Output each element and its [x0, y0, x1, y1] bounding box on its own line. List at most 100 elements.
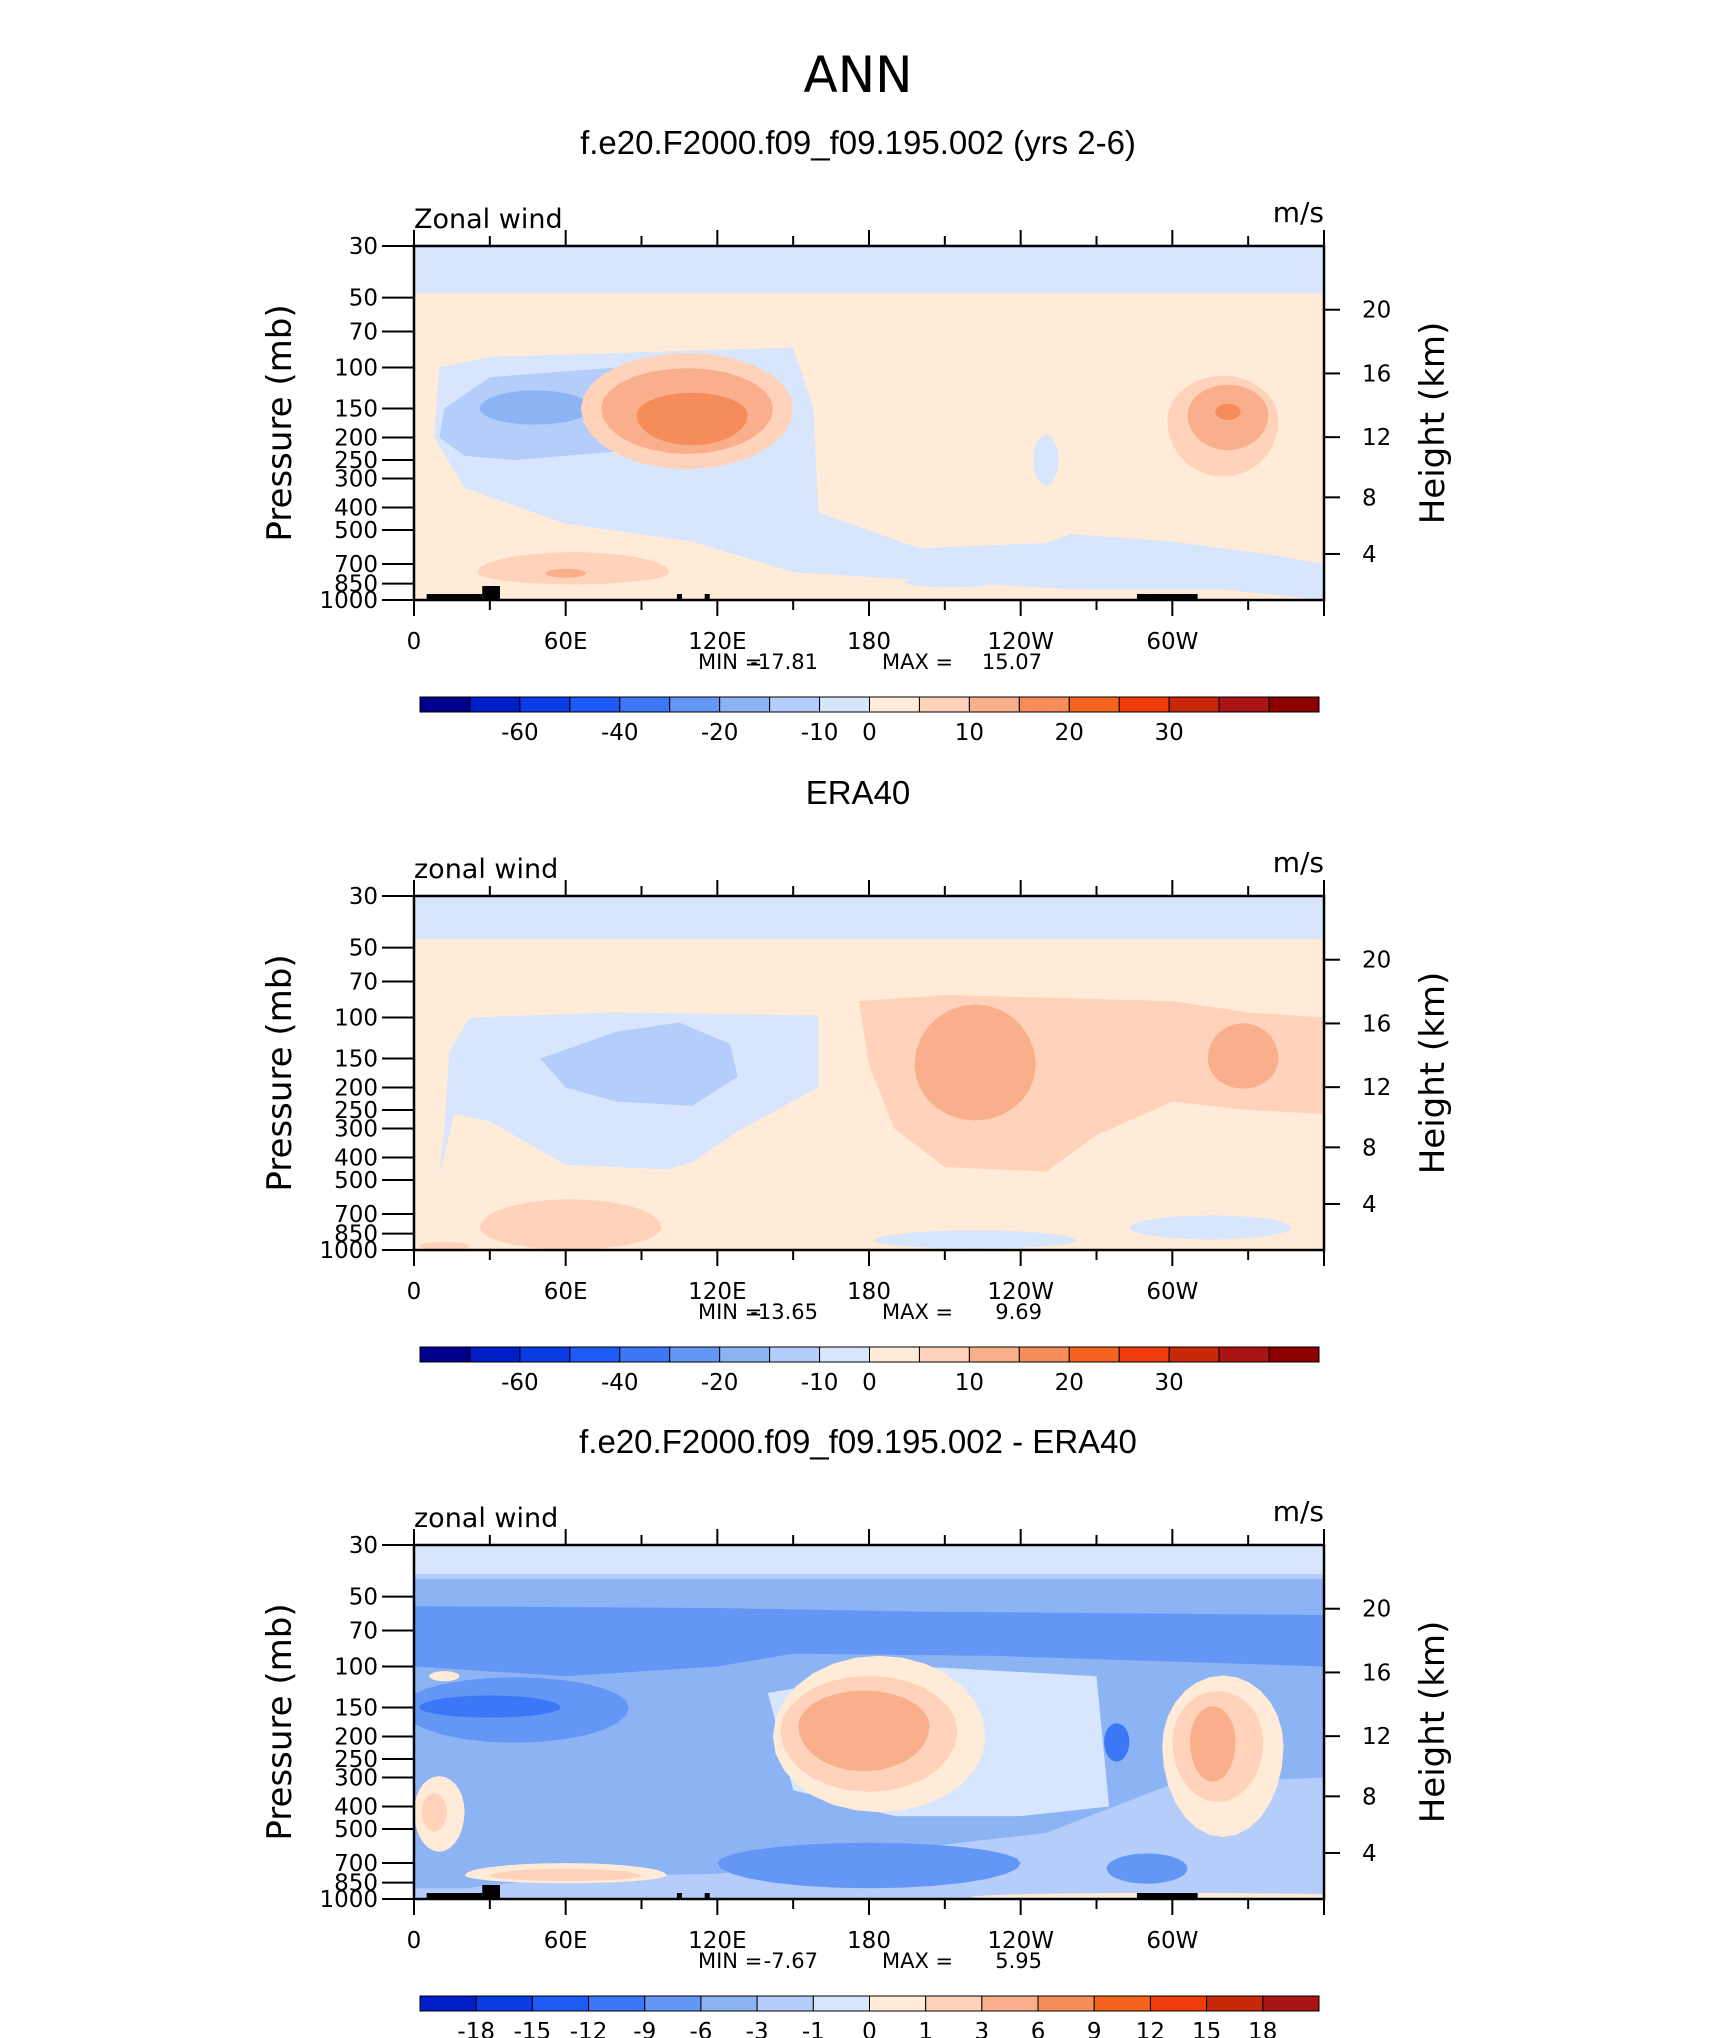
contour-region-6 — [419, 1695, 561, 1718]
colorbar-swatch — [869, 696, 920, 713]
height-tick-label: 12 — [1362, 1724, 1391, 1750]
height-axis-title: Height (km) — [1413, 972, 1453, 1175]
colorbar-label: 15 — [1192, 2019, 1221, 2038]
colorbar-label: -1 — [802, 2019, 825, 2038]
colorbar-label: -6 — [689, 2019, 712, 2038]
colorbar-label: 10 — [955, 720, 984, 746]
colorbar-label: 20 — [1055, 720, 1084, 746]
y-tick-label: 250 — [334, 1747, 378, 1773]
chart-panel-2: ERA40 zonal wind m/s 0 60E 120E 180 120W 60W 30 50… — [260, 774, 1453, 1396]
height-tick-label: 8 — [1362, 485, 1377, 511]
colorbar-label: 3 — [975, 2019, 990, 2038]
colorbar-swatch — [644, 1995, 702, 2012]
contour-region-6 — [1033, 434, 1059, 486]
contour-region-12 — [1215, 403, 1241, 420]
min-label: MIN = — [698, 650, 762, 674]
height-axis-title: Height (km) — [1413, 322, 1453, 525]
y-tick-label: 150 — [334, 1695, 378, 1721]
y-tick-label: 30 — [349, 1533, 378, 1559]
contour-region-2 — [414, 1545, 1324, 1574]
height-tick-label: 4 — [1362, 1841, 1377, 1867]
min-label: MIN = — [698, 1949, 762, 1973]
colorbar: -18 -15 -12 -9 -6 -3 -1 0 1 3 6 9 12 15 18 — [419, 1995, 1320, 2038]
max-label: MAX = — [882, 1300, 953, 1324]
contour-region-20 — [717, 1842, 1021, 1889]
colorbar-label: -60 — [501, 1370, 539, 1396]
y-tick-label: 850 — [334, 572, 378, 598]
contour-region-8 — [479, 1199, 662, 1250]
y-tick-label: 70 — [349, 320, 378, 346]
height-tick-label: 8 — [1362, 1784, 1377, 1810]
x-tick-label: 120E — [688, 1279, 746, 1305]
contour-region-16 — [421, 1793, 447, 1832]
colorbar-swatch — [519, 1346, 571, 1363]
panel-title: ERA40 — [806, 774, 911, 811]
x-tick-label: 60W — [1146, 1928, 1198, 1954]
y-tick-label: 200 — [334, 1076, 378, 1102]
colorbar-swatch — [819, 1346, 870, 1363]
colorbar-swatch — [769, 1346, 821, 1363]
colorbar-swatch — [869, 1346, 920, 1363]
colorbar-swatch — [700, 1995, 758, 2012]
contour-region-13 — [1190, 1706, 1236, 1782]
x-tick-label: 120W — [987, 1279, 1054, 1305]
colorbar-swatch — [756, 1995, 814, 2012]
y-tick-label: 250 — [334, 448, 378, 474]
colorbar-swatch — [769, 696, 821, 713]
colorbar-swatch — [1093, 1995, 1151, 2012]
y-tick-label: 100 — [334, 356, 378, 382]
colorbar-label: 0 — [862, 720, 877, 746]
y-tick-label: 200 — [334, 426, 378, 452]
height-tick-label: 16 — [1362, 1011, 1391, 1037]
contour-region-2 — [414, 246, 1324, 294]
x-tick-label: 60E — [544, 1928, 588, 1954]
colorbar-swatch — [1149, 1995, 1208, 2012]
height-tick-label: 16 — [1362, 1660, 1391, 1686]
colorbar-swatch — [519, 696, 571, 713]
colorbar-swatch — [1268, 696, 1320, 713]
x-tick-label: 60W — [1146, 629, 1198, 655]
terrain-bar — [469, 594, 480, 600]
x-tick-label: 0 — [407, 629, 422, 655]
colorbar-swatch — [1206, 1995, 1264, 2012]
x-tick-label: 0 — [407, 1928, 422, 1954]
colorbar-swatch — [1068, 696, 1120, 713]
colorbar-swatch — [569, 696, 621, 713]
colorbar-label: -12 — [570, 2019, 608, 2038]
x-tick-label: 60E — [544, 1279, 588, 1305]
x-tick-label: 0 — [407, 1279, 422, 1305]
colorbar-swatch — [1037, 1995, 1095, 2012]
stats-line: MIN = -7.67 MAX = 5.95 — [698, 1949, 1042, 1973]
max-label: MAX = — [882, 1949, 953, 1973]
colorbar-swatch — [968, 696, 1020, 713]
colorbar: -60 -40 -20 -10 0 10 20 30 — [419, 1346, 1320, 1396]
x-tick-label: 60W — [1146, 1279, 1198, 1305]
contour-region-6 — [914, 1004, 1036, 1121]
terrain-mask — [426, 586, 1198, 600]
min-label: MIN = — [698, 1300, 762, 1324]
y-tick-label: 1000 — [319, 1887, 378, 1913]
colorbar-swatch — [1218, 1346, 1270, 1363]
y-tick-label: 250 — [334, 1098, 378, 1124]
colorbar-swatch — [1218, 696, 1270, 713]
contour-region-4 — [540, 1022, 738, 1106]
colorbar-swatch — [588, 1995, 646, 2012]
max-label: MAX = — [882, 650, 953, 674]
contour-region-19 — [489, 1868, 642, 1881]
colorbar-swatch — [1018, 696, 1070, 713]
contour-region-10 — [798, 1690, 930, 1772]
colorbar-label: 9 — [1087, 2019, 1102, 2038]
terrain-bar — [469, 1893, 480, 1899]
colorbar-swatch — [1268, 1346, 1320, 1363]
y-axis-title: Pressure (mb) — [260, 1603, 300, 1840]
y-tick-label: 1000 — [319, 588, 378, 614]
y-axis-height: 20 16 12 8 4 Height (km) — [1324, 948, 1453, 1218]
contour-region-9 — [636, 392, 748, 446]
y-axis-height: 20 16 12 8 4 Height (km) — [1324, 298, 1453, 568]
x-axis: 0 60E 120E 180 120W 60W — [407, 230, 1325, 655]
height-axis-title: Height (km) — [1413, 1621, 1453, 1824]
x-tick-label: 60E — [544, 629, 588, 655]
y-tick-label: 50 — [349, 936, 378, 962]
contour-region-9 — [419, 1241, 470, 1250]
